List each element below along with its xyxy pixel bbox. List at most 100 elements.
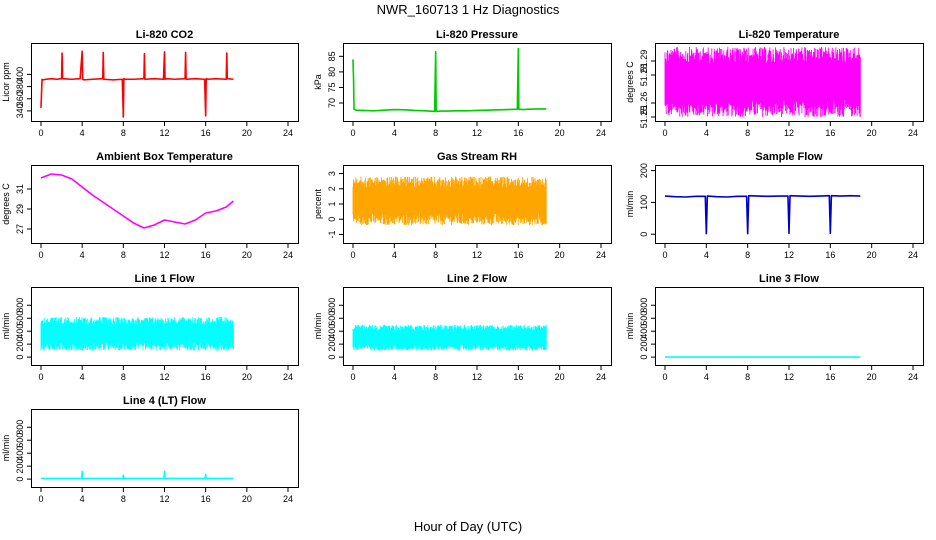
x-tick-label: 4 bbox=[392, 128, 397, 138]
y-tick-label: 0 bbox=[327, 355, 337, 360]
panel-9: Line 3 Flow ml/min 0 4 8 12 16 20 24 0 20040060080… bbox=[625, 273, 924, 382]
panel-title: Li-820 CO2 bbox=[136, 29, 193, 41]
x-tick-label: 8 bbox=[121, 372, 126, 382]
y-tick-label: 600 bbox=[15, 433, 25, 448]
y-tick-label: 360 bbox=[15, 91, 25, 106]
x-tick-label: 20 bbox=[555, 250, 565, 260]
data-layer bbox=[40, 173, 234, 229]
x-tick-label: 16 bbox=[513, 372, 523, 382]
y-tick-label: 31 bbox=[15, 184, 25, 194]
data-layer bbox=[352, 47, 547, 113]
panel-title: Line 3 Flow bbox=[759, 273, 819, 285]
y-tick-label: 200 bbox=[15, 337, 25, 352]
y-axis-label: degrees C bbox=[625, 61, 635, 103]
x-tick-label: 12 bbox=[784, 128, 794, 138]
x-tick-label: 4 bbox=[704, 250, 709, 260]
x-tick-label: 4 bbox=[80, 128, 85, 138]
data-layer bbox=[352, 324, 547, 351]
x-tick-label: 8 bbox=[745, 128, 750, 138]
y-tick-label: 27 bbox=[15, 224, 25, 234]
y-axis-label: ml/min bbox=[1, 313, 11, 340]
data-layer bbox=[41, 470, 234, 480]
y-tick-label: 0 bbox=[15, 355, 25, 360]
y-tick-label: 0 bbox=[327, 217, 337, 222]
data-layer bbox=[352, 176, 547, 226]
x-tick-label: 12 bbox=[159, 494, 169, 504]
y-tick-label: 400 bbox=[15, 324, 25, 339]
y-tick-label: 400 bbox=[639, 324, 649, 339]
x-tick-label: 12 bbox=[159, 128, 169, 138]
series-line bbox=[664, 194, 861, 235]
x-tick-label: 8 bbox=[433, 250, 438, 260]
y-axis-label: kPa bbox=[313, 74, 323, 90]
x-tick-label: 0 bbox=[38, 250, 43, 260]
x-tick-label: 4 bbox=[704, 372, 709, 382]
x-tick-label: 4 bbox=[392, 250, 397, 260]
y-tick-label: 600 bbox=[327, 311, 337, 326]
y-tick-label: 800 bbox=[15, 298, 25, 313]
panel-7: Line 1 Flow ml/min 0 4 8 12 16 20 24 0 20040060080… bbox=[1, 273, 299, 382]
x-tick-label: 16 bbox=[825, 128, 835, 138]
x-tick-label: 0 bbox=[662, 372, 667, 382]
panel-10: Line 4 (LT) Flow ml/min 0 4 8 12 16 20 24 0 200400… bbox=[1, 395, 299, 504]
y-tick-label: 200 bbox=[327, 337, 337, 352]
x-tick-label: 24 bbox=[908, 250, 918, 260]
x-tick-label: 24 bbox=[908, 128, 918, 138]
x-tick-label: 24 bbox=[283, 128, 293, 138]
y-tick-label: -1 bbox=[327, 230, 337, 238]
panel-4: Ambient Box Temperature degrees C 0 4 8 12 16 2… bbox=[1, 151, 299, 260]
x-tick-label: 20 bbox=[242, 128, 252, 138]
x-tick-label: 20 bbox=[867, 128, 877, 138]
figure-title: NWR_160713 1 Hz Diagnostics bbox=[376, 2, 560, 17]
y-tick-label: 80 bbox=[327, 67, 337, 77]
panel-title: Ambient Box Temperature bbox=[96, 151, 233, 163]
y-tick-label: 600 bbox=[15, 311, 25, 326]
y-tick-label: 380 bbox=[15, 79, 25, 94]
x-tick-label: 0 bbox=[38, 372, 43, 382]
series-line bbox=[352, 47, 547, 113]
x-tick-label: 12 bbox=[472, 372, 482, 382]
y-tick-label: 100 bbox=[639, 195, 649, 210]
y-tick-label: 51.26 bbox=[639, 92, 649, 115]
series-band bbox=[352, 324, 547, 351]
x-tick-label: 20 bbox=[867, 250, 877, 260]
panel-title: Line 2 Flow bbox=[447, 273, 507, 285]
x-tick-label: 20 bbox=[242, 372, 252, 382]
panel-2: Li-820 Pressure kPa 0 4 8 12 16 20 24 70 75 80 85 bbox=[313, 29, 612, 138]
series-band bbox=[40, 316, 234, 351]
y-tick-label: 51.28 bbox=[639, 64, 649, 87]
x-tick-label: 4 bbox=[80, 494, 85, 504]
x-tick-label: 24 bbox=[596, 128, 606, 138]
y-tick-label: 200 bbox=[15, 459, 25, 474]
x-tick-label: 0 bbox=[350, 372, 355, 382]
x-tick-label: 24 bbox=[596, 250, 606, 260]
y-tick-label: 600 bbox=[639, 311, 649, 326]
y-tick-label: 2 bbox=[327, 186, 337, 191]
series-line bbox=[41, 470, 234, 480]
x-tick-label: 8 bbox=[121, 250, 126, 260]
y-axis-label: ml/min bbox=[625, 313, 635, 340]
x-tick-label: 16 bbox=[513, 250, 523, 260]
x-tick-label: 24 bbox=[283, 494, 293, 504]
x-tick-label: 4 bbox=[704, 128, 709, 138]
panel-title: Li-820 Pressure bbox=[436, 29, 518, 41]
y-axis-label: degrees C bbox=[1, 183, 11, 225]
x-tick-label: 0 bbox=[662, 128, 667, 138]
data-layer bbox=[40, 50, 234, 118]
x-tick-label: 8 bbox=[433, 372, 438, 382]
y-tick-label: 75 bbox=[327, 82, 337, 92]
x-tick-label: 20 bbox=[555, 128, 565, 138]
y-tick-label: 70 bbox=[327, 98, 337, 108]
y-axis-label: Licor ppm bbox=[1, 62, 11, 102]
x-tick-label: 16 bbox=[825, 372, 835, 382]
data-layer bbox=[40, 316, 234, 351]
x-tick-label: 0 bbox=[662, 250, 667, 260]
panel-title: Li-820 Temperature bbox=[739, 29, 840, 41]
y-tick-label: 0 bbox=[15, 477, 25, 482]
panel-1: Li-820 CO2 Licor ppm 0 4 8 12 16 20 24 3403603804… bbox=[1, 29, 299, 138]
plot-frame bbox=[655, 287, 924, 366]
x-tick-label: 4 bbox=[80, 372, 85, 382]
x-tick-label: 12 bbox=[784, 372, 794, 382]
x-tick-label: 24 bbox=[596, 372, 606, 382]
x-tick-label: 12 bbox=[472, 250, 482, 260]
